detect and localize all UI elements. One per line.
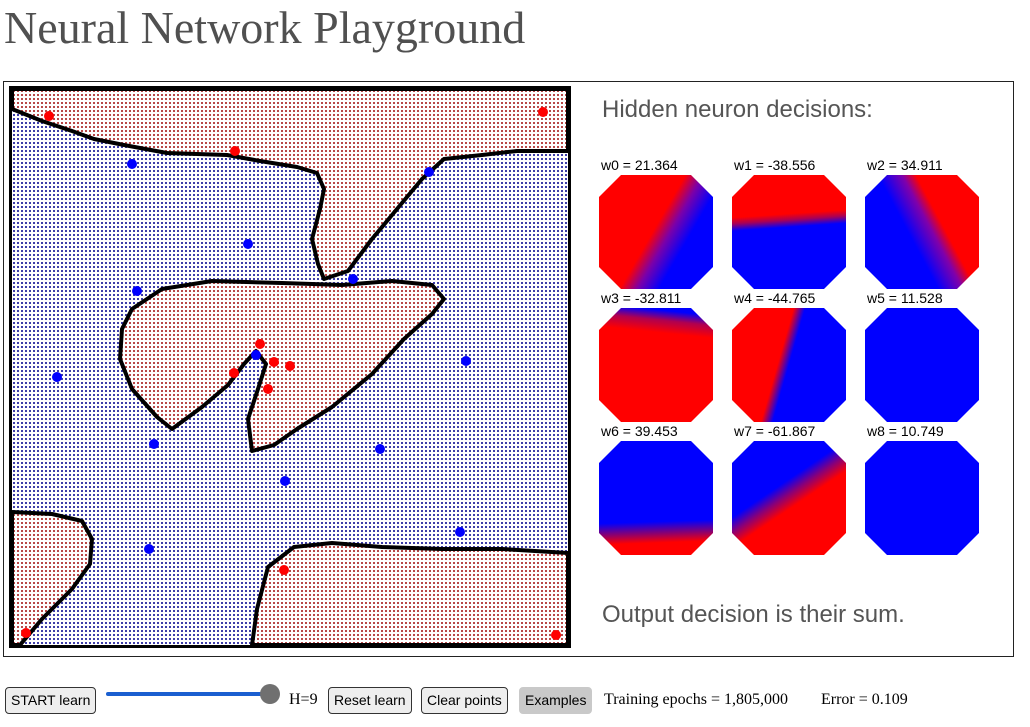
neuron-decision-map-icon: [599, 308, 713, 422]
neuron-weight-label: w2 = 34.911: [867, 157, 943, 173]
neuron-decision-map-icon: [599, 175, 713, 289]
neuron-decision-map-icon: [599, 441, 713, 555]
hidden-neuron-5: w5 = 11.528: [865, 290, 979, 424]
training-points[interactable]: [21, 107, 561, 640]
neuron-decision-fill: [732, 308, 846, 422]
blue-training-point[interactable]: [461, 356, 471, 366]
red-training-point[interactable]: [279, 565, 289, 575]
neuron-decision-fill: [865, 441, 979, 555]
neuron-decision-map-icon: [865, 308, 979, 422]
red-region-top: [12, 89, 568, 281]
hidden-neuron-2: w2 = 34.911: [865, 157, 979, 291]
examples-button[interactable]: Examples: [519, 687, 593, 714]
red-training-point[interactable]: [230, 146, 240, 156]
blue-training-point[interactable]: [149, 439, 159, 449]
hidden-neuron-3: w3 = -32.811: [599, 290, 713, 424]
clear-points-button[interactable]: Clear points: [421, 687, 508, 714]
reset-learn-button[interactable]: Reset learn: [328, 687, 412, 714]
decision-plot-svg[interactable]: [12, 89, 568, 645]
neuron-decision-fill: [732, 441, 846, 555]
neuron-decision-map-icon: [865, 175, 979, 289]
hidden-neuron-8: w8 = 10.749: [865, 423, 979, 557]
blue-training-point[interactable]: [127, 159, 137, 169]
red-region-center: [118, 279, 446, 453]
neuron-decision-fill: [599, 441, 713, 555]
blue-training-point[interactable]: [424, 167, 434, 177]
red-training-point[interactable]: [44, 111, 54, 121]
neuron-weight-label: w3 = -32.811: [601, 290, 682, 306]
blue-training-point[interactable]: [251, 350, 261, 360]
red-training-point[interactable]: [263, 384, 273, 394]
neuron-weight-label: w8 = 10.749: [867, 423, 944, 439]
neuron-decision-map-icon: [732, 308, 846, 422]
blue-training-point[interactable]: [132, 286, 142, 296]
red-region-bottom-left: [12, 510, 94, 645]
neuron-decision-map-icon: [732, 441, 846, 555]
hidden-units-slider[interactable]: [104, 684, 282, 710]
slider-track[interactable]: [106, 692, 270, 696]
red-training-point[interactable]: [255, 339, 265, 349]
neuron-decision-map-icon: [732, 175, 846, 289]
neuron-weight-label: w0 = 21.364: [601, 157, 678, 173]
red-training-point[interactable]: [21, 628, 31, 638]
slider-thumb[interactable]: [260, 684, 280, 704]
neuron-decision-fill: [865, 175, 979, 289]
red-training-point[interactable]: [551, 630, 561, 640]
hidden-neuron-6: w6 = 39.453: [599, 423, 713, 557]
neuron-decision-map-icon: [865, 441, 979, 555]
hidden-neuron-4: w4 = -44.765: [732, 290, 846, 424]
blue-training-point[interactable]: [243, 239, 253, 249]
playground-panel: [3, 81, 1014, 657]
blue-training-point[interactable]: [144, 544, 154, 554]
hidden-neuron-0: w0 = 21.364: [599, 157, 713, 291]
neuron-decision-fill: [732, 175, 846, 289]
neuron-weight-label: w4 = -44.765: [734, 290, 816, 306]
red-region-bottom-right: [250, 541, 568, 645]
red-training-point[interactable]: [269, 357, 279, 367]
decision-plot-canvas[interactable]: [9, 86, 571, 648]
control-bar: START learn H=9 Reset learn Clear points…: [0, 684, 1030, 720]
blue-training-point[interactable]: [280, 476, 290, 486]
blue-training-point[interactable]: [52, 372, 62, 382]
neuron-weight-label: w6 = 39.453: [601, 423, 678, 439]
neuron-decision-fill: [599, 175, 713, 289]
neuron-decision-fill: [599, 308, 713, 422]
output-decision-note: Output decision is their sum.: [602, 601, 905, 628]
hidden-neuron-1: w1 = -38.556: [732, 157, 846, 291]
hidden-units-label: H=9: [289, 691, 318, 708]
hidden-neuron-7: w7 = -61.867: [732, 423, 846, 557]
hidden-neurons-heading: Hidden neuron decisions:: [602, 96, 873, 123]
page-title: Neural Network Playground: [4, 2, 526, 53]
neuron-weight-label: w7 = -61.867: [734, 423, 816, 439]
neuron-weight-label: w1 = -38.556: [734, 157, 816, 173]
red-training-point[interactable]: [538, 107, 548, 117]
neuron-weight-label: w5 = 11.528: [867, 290, 943, 306]
red-training-point[interactable]: [285, 361, 295, 371]
neuron-decision-fill: [865, 308, 979, 422]
blue-training-point[interactable]: [348, 274, 358, 284]
red-training-point[interactable]: [229, 368, 239, 378]
start-learn-button[interactable]: START learn: [5, 687, 97, 714]
blue-training-point[interactable]: [375, 444, 385, 454]
training-epochs-readout: Training epochs = 1,805,000: [604, 691, 788, 708]
error-readout: Error = 0.109: [821, 691, 908, 708]
red-regions: [12, 89, 568, 645]
blue-training-point[interactable]: [455, 527, 465, 537]
